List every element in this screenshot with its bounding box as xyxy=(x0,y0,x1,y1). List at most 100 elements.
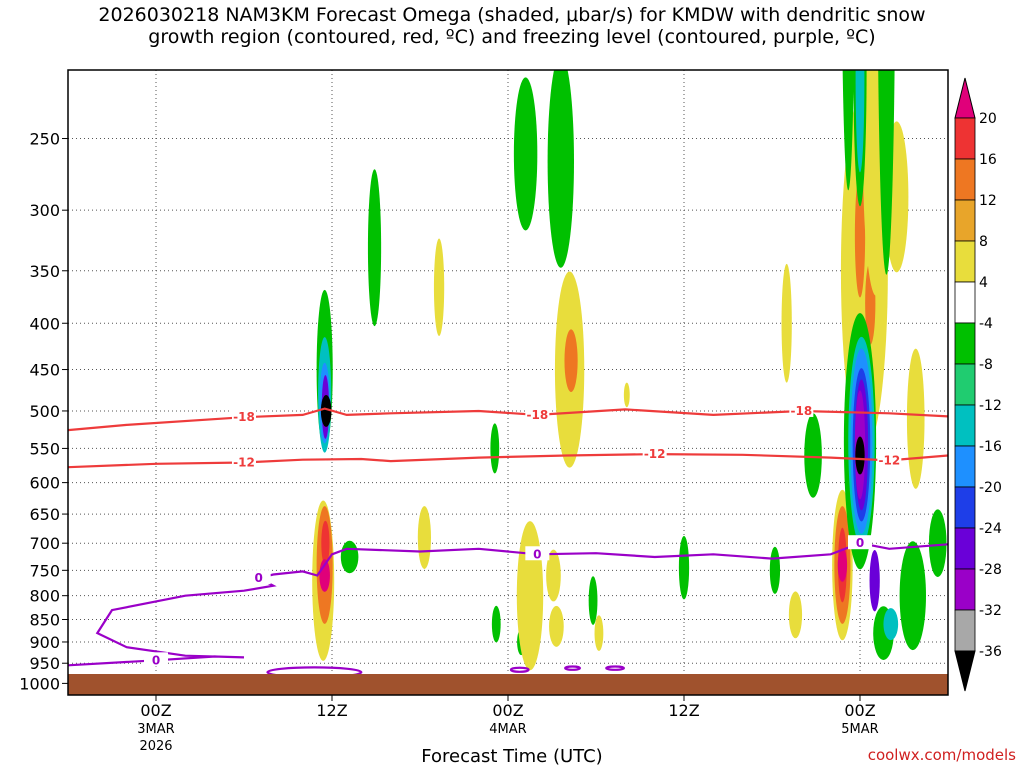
dgz-minus18-label-bg-8 xyxy=(525,406,550,421)
colorbar-label-5: -4 xyxy=(979,316,993,332)
uvv-core-12z xyxy=(320,394,332,427)
omega-blob-38 xyxy=(899,541,926,651)
omega-blob-52 xyxy=(869,549,880,612)
colorbar-swatch-7 xyxy=(954,404,976,447)
xtick-label-3-0: 12Z xyxy=(668,701,699,720)
gridlines xyxy=(68,70,948,695)
omega-blob-15 xyxy=(546,549,561,602)
dgz-minus12-label-2: -12 xyxy=(233,455,255,469)
sink-core-00z-5mar xyxy=(837,548,848,582)
omega-blob-20 xyxy=(564,329,578,393)
ytick-label-950: 950 xyxy=(29,654,60,673)
colorbar-swatch-5 xyxy=(954,322,976,365)
omega-blob-12 xyxy=(491,605,501,643)
freezing-level-label-11: 0 xyxy=(254,571,262,585)
dgz-minus18-label-bg-2 xyxy=(232,409,256,424)
omega-shading xyxy=(312,70,947,671)
freezing-loop-3 xyxy=(605,665,625,671)
page-title: 2026030218 NAM3KM Forecast Omega (shaded… xyxy=(0,4,1024,48)
ytick-label-900: 900 xyxy=(29,633,60,652)
colorbar: 20 16 12 8 4 -4 -8 -12 -16 -20 -24 -28 -32 -36 xyxy=(954,77,1002,692)
xtick-label-0-2: 2026 xyxy=(139,739,172,754)
ytick-label-400: 400 xyxy=(29,314,60,333)
ytick-label-850: 850 xyxy=(29,611,60,630)
omega-blob-8 xyxy=(367,169,382,327)
uvv-core-00z-5mar xyxy=(855,436,865,475)
x-axis: 00Z 3MAR 2026 12Z 00Z 4MAR 12Z 00Z 5MAR xyxy=(137,695,879,754)
dgz-minus18-label-8: -18 xyxy=(526,408,548,422)
omega-blob-7 xyxy=(340,540,359,574)
colorbar-label-7: -12 xyxy=(979,398,1002,414)
ytick-label-1000: 1000 xyxy=(19,674,60,693)
omega-blob-40 xyxy=(883,608,899,641)
freezing-loop-2 xyxy=(564,665,581,671)
colorbar-label-1: 16 xyxy=(979,152,997,168)
ytick-label-300: 300 xyxy=(29,201,60,220)
ytick-label-350: 350 xyxy=(29,262,60,281)
colorbar-label-0: 20 xyxy=(979,111,997,127)
colorbar-label-4: 4 xyxy=(979,275,988,291)
colorbar-label-9: -20 xyxy=(979,480,1002,496)
omega-blob-16 xyxy=(549,605,564,647)
xtick-label-4-1: 5MAR xyxy=(841,722,878,737)
omega-blob-21 xyxy=(588,576,598,625)
freezing-level-label-bg-25 xyxy=(848,535,872,550)
dgz-minus12-label-bg-8 xyxy=(642,446,667,461)
x-axis-label: Forecast Time (UTC) xyxy=(421,746,603,767)
omega-blob-22 xyxy=(594,615,604,652)
colorbar-bottom-arrow xyxy=(954,650,976,692)
colorbar-swatch-3 xyxy=(954,240,976,283)
colorbar-label-12: -32 xyxy=(979,603,1002,619)
ytick-label-800: 800 xyxy=(29,587,60,606)
colorbar-swatch-12 xyxy=(954,609,976,652)
ytick-label-750: 750 xyxy=(29,561,60,580)
ytick-label-600: 600 xyxy=(29,474,60,493)
colorbar-label-13: -36 xyxy=(979,644,1002,660)
dgz-minus18-label-2: -18 xyxy=(233,410,255,424)
omega-blob-37 xyxy=(906,348,925,489)
omega-blob-9 xyxy=(417,506,431,569)
xtick-label-2-0: 00Z xyxy=(492,701,523,720)
omega-blob-17 xyxy=(513,77,538,231)
omega-blob-41 xyxy=(842,70,854,191)
freezing-level-label-bg-11 xyxy=(246,570,271,585)
colorbar-swatch-9 xyxy=(954,486,976,529)
colorbar-swatch-6 xyxy=(954,363,976,406)
omega-blob-33 xyxy=(854,173,866,298)
omega-blob-26 xyxy=(769,546,781,594)
colorbar-label-6: -8 xyxy=(979,357,993,373)
freezing-level-label-25: 0 xyxy=(856,536,864,550)
dgz-minus12-label-bg-2 xyxy=(232,454,256,469)
colorbar-swatch-0 xyxy=(954,117,976,160)
omega-blob-28 xyxy=(804,413,822,498)
ytick-label-550: 550 xyxy=(29,439,60,458)
omega-blob-23 xyxy=(623,382,630,408)
credit-text: coolwx.com/models xyxy=(867,746,1016,764)
colorbar-label-10: -24 xyxy=(979,521,1002,537)
freezing-level-line xyxy=(68,542,948,667)
dgz-minus18-label-bg-11 xyxy=(789,402,814,417)
title-line1: 2026030218 NAM3KM Forecast Omega (shaded… xyxy=(98,4,926,26)
colorbar-label-8: -16 xyxy=(979,439,1002,455)
colorbar-swatch-4 xyxy=(954,281,976,324)
colorbar-swatch-8 xyxy=(954,445,976,488)
omega-blob-42 xyxy=(878,70,895,275)
omega-blob-14 xyxy=(516,521,544,671)
omega-blob-11 xyxy=(490,423,500,474)
ytick-label-650: 650 xyxy=(29,505,60,524)
freezing-level-label-bg-1 xyxy=(144,652,168,667)
ytick-label-500: 500 xyxy=(29,402,60,421)
omega-blob-27 xyxy=(788,591,803,639)
ytick-label-700: 700 xyxy=(29,534,60,553)
colorbar-label-11: -28 xyxy=(979,562,1002,578)
contour-lines: -18 -18 -18 -12 -12 -12 0 0 0 0 xyxy=(68,402,948,679)
xtick-label-2-1: 4MAR xyxy=(489,722,526,737)
ytick-label-450: 450 xyxy=(29,361,60,380)
colorbar-label-2: 12 xyxy=(979,193,997,209)
ytick-label-250: 250 xyxy=(29,130,60,149)
omega-blob-18 xyxy=(547,70,574,268)
dgz-minus12-label-8: -12 xyxy=(644,447,666,461)
dgz-minus12-label-11: -12 xyxy=(878,453,900,467)
title-line2: growth region (contoured, red, ºC) and f… xyxy=(148,26,876,48)
